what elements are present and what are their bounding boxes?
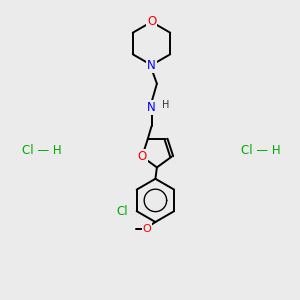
Text: Cl — H: Cl — H bbox=[241, 143, 281, 157]
Text: Cl — H: Cl — H bbox=[22, 143, 62, 157]
Text: O: O bbox=[147, 15, 156, 28]
Text: H: H bbox=[162, 100, 169, 110]
Text: O: O bbox=[137, 150, 147, 163]
Text: N: N bbox=[147, 58, 156, 72]
Text: N: N bbox=[147, 101, 156, 114]
Text: Cl: Cl bbox=[117, 205, 128, 218]
Text: O: O bbox=[142, 224, 152, 234]
